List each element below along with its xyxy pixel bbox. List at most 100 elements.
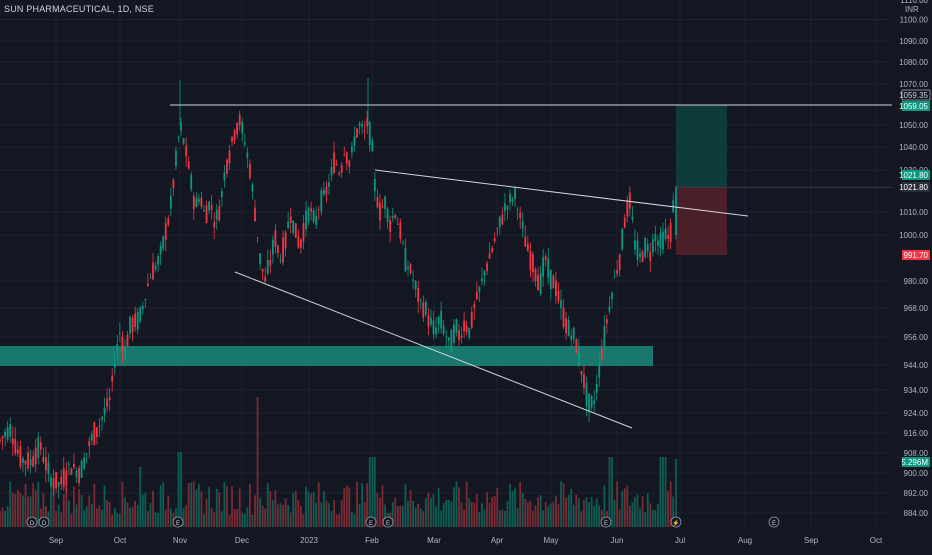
candle-body: [616, 269, 618, 274]
candle-body: [511, 199, 514, 202]
candle-body: [185, 145, 188, 157]
candle-body: [453, 324, 455, 343]
volume-bar: [455, 481, 458, 527]
candle-body: [537, 274, 539, 291]
candle-body: [475, 291, 478, 300]
candle-body: [251, 184, 254, 192]
volume-bar: [345, 485, 348, 527]
volume-bar: [116, 513, 119, 527]
volume-bar: [147, 511, 149, 527]
earnings-icon[interactable]: E: [172, 516, 184, 528]
earnings-icon[interactable]: E: [365, 516, 377, 528]
candle-body: [39, 442, 42, 450]
volume-bar: [190, 482, 193, 527]
candle-body: [343, 154, 346, 156]
candle-body: [264, 276, 267, 282]
event-marker-glyph: E: [176, 521, 180, 527]
time-axis-label: Oct: [870, 536, 883, 545]
time-axis-label: Mar: [427, 536, 441, 545]
candle-body: [419, 300, 422, 301]
volume-bar: [261, 505, 264, 527]
volume-bar: [226, 485, 228, 527]
volume-bar: [524, 499, 527, 527]
candle-body: [254, 207, 256, 222]
volume-bar: [351, 511, 353, 527]
volume-bar: [544, 502, 547, 527]
candle-body: [274, 230, 277, 247]
volume-bar: [353, 514, 356, 527]
candle-body: [139, 307, 142, 322]
candle-body: [106, 398, 108, 407]
candle-body: [195, 197, 198, 207]
volume-bar: [149, 503, 152, 527]
candle-body: [353, 136, 356, 146]
candle-body: [312, 210, 315, 222]
candle-body: [526, 243, 529, 252]
candle-body: [24, 460, 27, 465]
volume-bar: [486, 492, 488, 527]
volume-bar: [506, 500, 509, 527]
candle-body: [78, 467, 80, 484]
candle-body: [218, 206, 221, 221]
volume-bar: [9, 481, 12, 527]
upper-trendline[interactable]: [374, 169, 749, 217]
candle-body: [190, 174, 193, 190]
volume-bar: [608, 457, 611, 527]
volume-bar: [521, 493, 524, 527]
volume-bar: [534, 505, 537, 527]
event-marker-circle: [26, 516, 38, 528]
earnings-icon[interactable]: E: [600, 516, 612, 528]
candle-body: [417, 288, 420, 303]
candle-body: [595, 384, 598, 393]
candle-body: [243, 142, 246, 145]
volume-bar: [504, 511, 506, 527]
price-tick-label: 892.00: [904, 489, 929, 498]
candle-body: [249, 164, 251, 178]
support-zone[interactable]: [0, 346, 653, 366]
lightning-icon[interactable]: ⚡: [670, 516, 682, 528]
candle-body: [126, 334, 129, 347]
candle-body: [644, 237, 647, 258]
volume-bar: [98, 505, 101, 527]
candle-body: [516, 209, 519, 211]
candle-body: [432, 320, 435, 335]
volume-bar: [379, 497, 381, 527]
candle-body: [205, 205, 208, 224]
time-axis-label: 2023: [300, 536, 318, 545]
long-position-layer[interactable]: [676, 105, 892, 255]
volume-bar: [169, 508, 172, 527]
candle-body: [335, 164, 338, 165]
volume-bar: [85, 506, 88, 527]
volume-bar: [580, 511, 583, 527]
volume-bar: [203, 514, 205, 527]
volume-bar: [0, 511, 1, 527]
position-profit-area[interactable]: [676, 105, 727, 188]
event-marker-circle: [38, 516, 50, 528]
earnings-icon[interactable]: E: [382, 516, 394, 528]
price-axis[interactable]: 1110.00 1100.00 1090.00 1080.00 1070.00 1050.…: [899, 0, 931, 518]
volume-bar: [55, 511, 57, 527]
volume-bar: [373, 457, 376, 527]
volume-bar: [335, 514, 338, 527]
candle-body: [22, 458, 24, 463]
volume-bar: [491, 497, 494, 527]
volume-bar: [600, 509, 603, 527]
dividend-icon[interactable]: D: [26, 516, 38, 528]
volume-bar: [634, 496, 636, 527]
position-loss-area[interactable]: [676, 187, 727, 255]
dividend-icon[interactable]: D: [38, 516, 50, 528]
event-markers[interactable]: D D E E E E ⚡ E: [26, 516, 780, 528]
volume-bar: [381, 485, 384, 527]
earnings-icon[interactable]: E: [768, 516, 780, 528]
drawings[interactable]: [170, 104, 892, 429]
volume-bar: [284, 498, 287, 527]
candle-body: [116, 343, 119, 352]
lower-trendline[interactable]: [234, 271, 633, 429]
time-axis[interactable]: Sep Oct Nov Dec 2023 Feb Mar Apr May Jun Jul Aug Sep…: [49, 536, 883, 545]
volume-bar: [384, 504, 386, 527]
candle-body: [169, 196, 172, 209]
volume-bar: [243, 513, 246, 527]
candle-body: [340, 164, 343, 174]
